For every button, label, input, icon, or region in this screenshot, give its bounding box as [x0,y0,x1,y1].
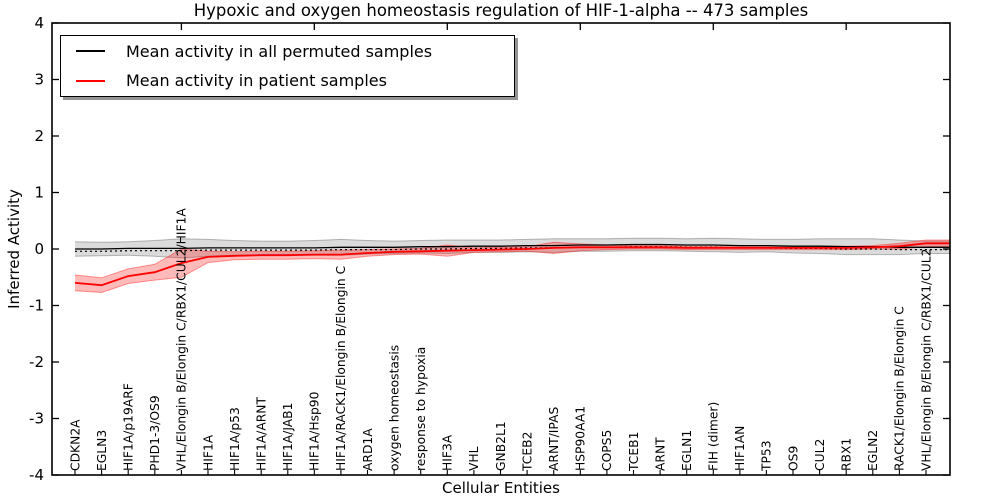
x-tick-label: HIF1AN [733,426,747,471]
permuted-mean-line [75,243,950,250]
x-tick-label: EGLN2 [866,430,880,471]
x-tick-label: VHL/Elongin B/Elongin C/RBX1/CUL2 [919,249,933,471]
y-tick-label: -4 [29,466,44,484]
x-tick-label: VHL/Elongin B/Elongin C/RBX1/CUL2/HIF1A [175,208,189,471]
x-tick-label: CUL2 [813,439,827,471]
x-tick-label: OS9 [786,446,800,471]
y-axis-title: Inferred Activity [5,189,23,309]
y-tick-label: 1 [34,184,44,202]
x-tick-label: response to hypoxia [414,347,428,471]
x-tick-label: RBX1 [840,438,854,471]
x-tick-label: HSP90AA1 [574,406,588,471]
patient-band-edge [74,246,950,294]
x-tick-label: HIF1A/JAB1 [281,403,295,471]
legend-box: Mean activity in all permuted samples Me… [60,35,515,97]
patient-mean-line [74,242,950,287]
y-tick-label: 4 [34,14,44,32]
y-tick-label: -2 [29,353,44,371]
y-tick-label: 3 [34,71,44,89]
permuted-band-edge [74,237,950,243]
legend-label-permuted: Mean activity in all permuted samples [126,41,433,61]
legend-label-patient: Mean activity in patient samples [126,71,387,91]
x-tick-label: COPS5 [600,430,614,471]
x-tick-label: RACK1/Elongin B/Elongin C [893,306,907,471]
x-tick-label: HIF1A/p53 [228,407,242,471]
x-tick-label: HIF1A/RACK1/Elongin B/Elongin C [334,266,348,471]
x-tick-label: oxygen homeostasis [387,345,401,471]
x-tick-label: ARNT/IPAS [547,407,561,471]
permuted-band [75,238,950,258]
x-tick-label: CDKN2A [68,419,82,471]
legend-entry-patient: Mean activity in patient samples [61,67,514,95]
legend-entry-permuted: Mean activity in all permuted samples [61,37,514,65]
x-tick-label: TP53 [760,440,774,472]
permuted-line-sample-icon [76,50,105,53]
x-tick-label: TCEB1 [627,432,641,472]
x-tick-label: HIF1A [201,434,215,471]
y-tick-label: -1 [29,297,44,315]
x-tick-label: ARNT [653,437,667,471]
x-tick-label: PHD1-3/OS9 [148,395,162,471]
chart-title: Hypoxic and oxygen homeostasis regulatio… [193,1,809,20]
x-tick-label: HIF1A/Hsp90 [308,392,322,471]
y-tick-label: -3 [29,410,44,428]
y-tick-label: 0 [34,240,44,258]
patient-line-sample-icon [76,79,105,82]
x-tick-label: FIH (dimer) [707,402,721,471]
x-tick-label: HIF1A/p19ARF [122,383,136,471]
patient-band [75,240,950,293]
x-tick-label: GNB2L1 [494,421,508,471]
x-tick-label: EGLN3 [95,430,109,471]
x-tick-label: TCEB2 [520,432,534,472]
x-tick-label: EGLN1 [680,430,694,471]
x-axis-title: Cellular Entities [442,479,560,497]
x-tick-label: HIF1A/ARNT [255,397,269,471]
x-tick-label: ARD1A [361,428,375,471]
x-tick-label: VHL [467,446,481,471]
y-tick-label: 2 [34,127,44,145]
x-tick-label: HIF3A [441,434,455,471]
